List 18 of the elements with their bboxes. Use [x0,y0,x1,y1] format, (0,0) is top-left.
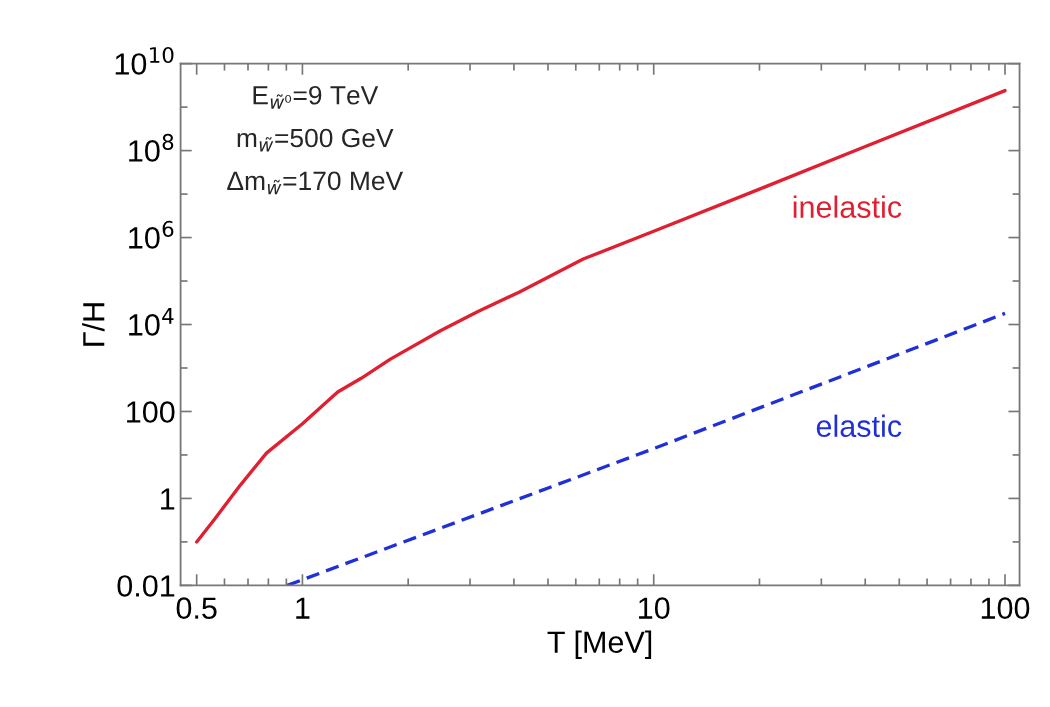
y-tick-label: 10$^{10}$ [115,46,174,75]
annotation: m$_{w̃}$=500 GeV [237,128,394,152]
y-tick-label: 100 [127,401,175,423]
series-label: inelastic [793,195,902,218]
y-tick-label: 10$^{4}$ [129,308,174,336]
y-axis-title: Γ/H [82,303,105,346]
y-tick-label: 10$^{8}$ [129,133,174,162]
x-tick-label: 1 [296,597,310,619]
x-axis-title: T [MeV] [547,630,652,660]
annotation: Δm$_{w̃}$=170 MeV [227,171,404,195]
x-tick-label: 10 [639,597,670,619]
series-label: elastic [816,414,902,438]
x-tick-label: 0.5 [176,597,217,619]
x-tick-label: 100 [981,597,1030,619]
annotation: E$_{w̃⁰}$=9 TeV [253,85,379,109]
y-tick-label: 10$^{6}$ [129,220,174,249]
y-tick-label: 1 [161,488,175,510]
y-tick-label: 0.01 [117,575,175,597]
